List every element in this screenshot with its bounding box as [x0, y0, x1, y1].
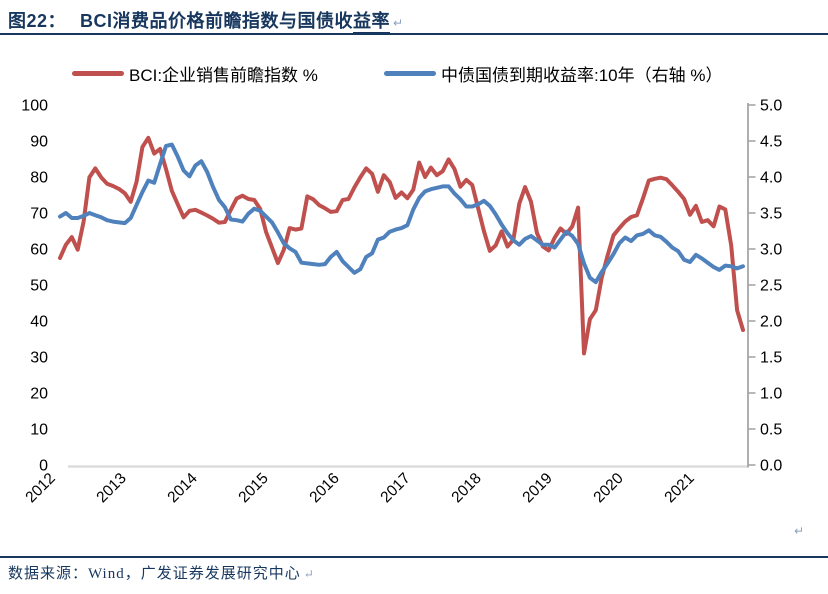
title-divider: [0, 33, 828, 35]
left-axis-tick-label: 20: [30, 386, 48, 403]
x-axis-tick-label: 2017: [377, 470, 413, 506]
paragraph-mark-icon: ↵: [794, 524, 805, 538]
legend-label-bci: BCI:企业销售前瞻指数 %: [129, 65, 318, 85]
bci-line-swatch: [72, 70, 124, 76]
right-axis-tick-label: 2.5: [760, 278, 782, 295]
bci-series-line: [58, 135, 745, 356]
left-axis-tick-label: 30: [30, 350, 48, 367]
x-axis-tick-label: 2021: [661, 470, 697, 506]
legend-item-bond-yield: 中债国债到期收益率:10年（右轴 %）: [384, 61, 722, 85]
right-axis-tick-label: 2.0: [760, 314, 782, 331]
right-axis-tick-label: 0.5: [760, 422, 782, 439]
left-axis-tick-label: 80: [30, 170, 48, 187]
bond-yield-series-line: [58, 142, 745, 285]
right-axis-tick-label: 1.5: [760, 350, 782, 367]
chart-legend: BCI:企业销售前瞻指数 % 中债国债到期收益率:10年（右轴 %）: [0, 61, 828, 85]
left-axis-tick-label: 40: [30, 314, 48, 331]
right-axis-tick-label: 1.0: [760, 386, 782, 403]
x-axis-tick-label: 2014: [164, 470, 201, 507]
left-axis-tick-label: 100: [21, 98, 48, 115]
x-axis-tick-label: 2012: [22, 470, 58, 506]
footer-divider: [0, 556, 828, 558]
left-axis-tick-label: 90: [30, 134, 48, 151]
x-axis-tick-label: 2019: [519, 470, 555, 506]
right-axis-tick-label: 0.0: [760, 458, 782, 475]
legend-item-bci: BCI:企业销售前瞻指数 %: [72, 61, 318, 85]
page-title: 图22： BCI消费品价格前瞻指数与国债收益率 ↵: [8, 7, 820, 34]
left-axis-tick-label: 70: [30, 206, 48, 223]
data-source: 数据来源：Wind，广发证券发展研究中心 ↵: [8, 562, 315, 583]
left-axis-tick-label: 60: [30, 242, 48, 259]
paragraph-mark-icon: ↵: [303, 567, 315, 581]
title-text-underlined: 益率: [353, 11, 391, 34]
title-text: BCI消费品价格前瞻指数与国债收: [80, 11, 354, 31]
figure-number: 图22：: [8, 11, 67, 31]
x-axis-tick-label: 2020: [590, 470, 627, 507]
right-axis-tick-label: 5.0: [760, 98, 782, 115]
data-source-text: 数据来源：Wind，广发证券发展研究中心: [8, 566, 301, 582]
left-axis-tick-label: 10: [30, 422, 48, 439]
left-axis-tick-label: 0: [39, 458, 48, 475]
left-axis-tick-label: 50: [30, 278, 48, 295]
right-axis-tick-label: 3.0: [760, 242, 782, 259]
right-axis-tick-label: 3.5: [760, 206, 782, 223]
right-axis-tick-label: 4.0: [760, 170, 782, 187]
x-axis-tick-label: 2015: [235, 470, 271, 506]
bond-yield-line-swatch: [384, 70, 436, 76]
paragraph-mark-icon: ↵: [393, 16, 404, 30]
x-axis-tick-label: 2016: [306, 470, 342, 506]
x-axis-tick-label: 2013: [93, 470, 129, 506]
legend-label-bond-yield: 中债国债到期收益率:10年（右轴 %）: [441, 65, 723, 85]
x-axis-tick-label: 2018: [448, 470, 484, 506]
right-axis-tick-label: 4.5: [760, 134, 782, 151]
